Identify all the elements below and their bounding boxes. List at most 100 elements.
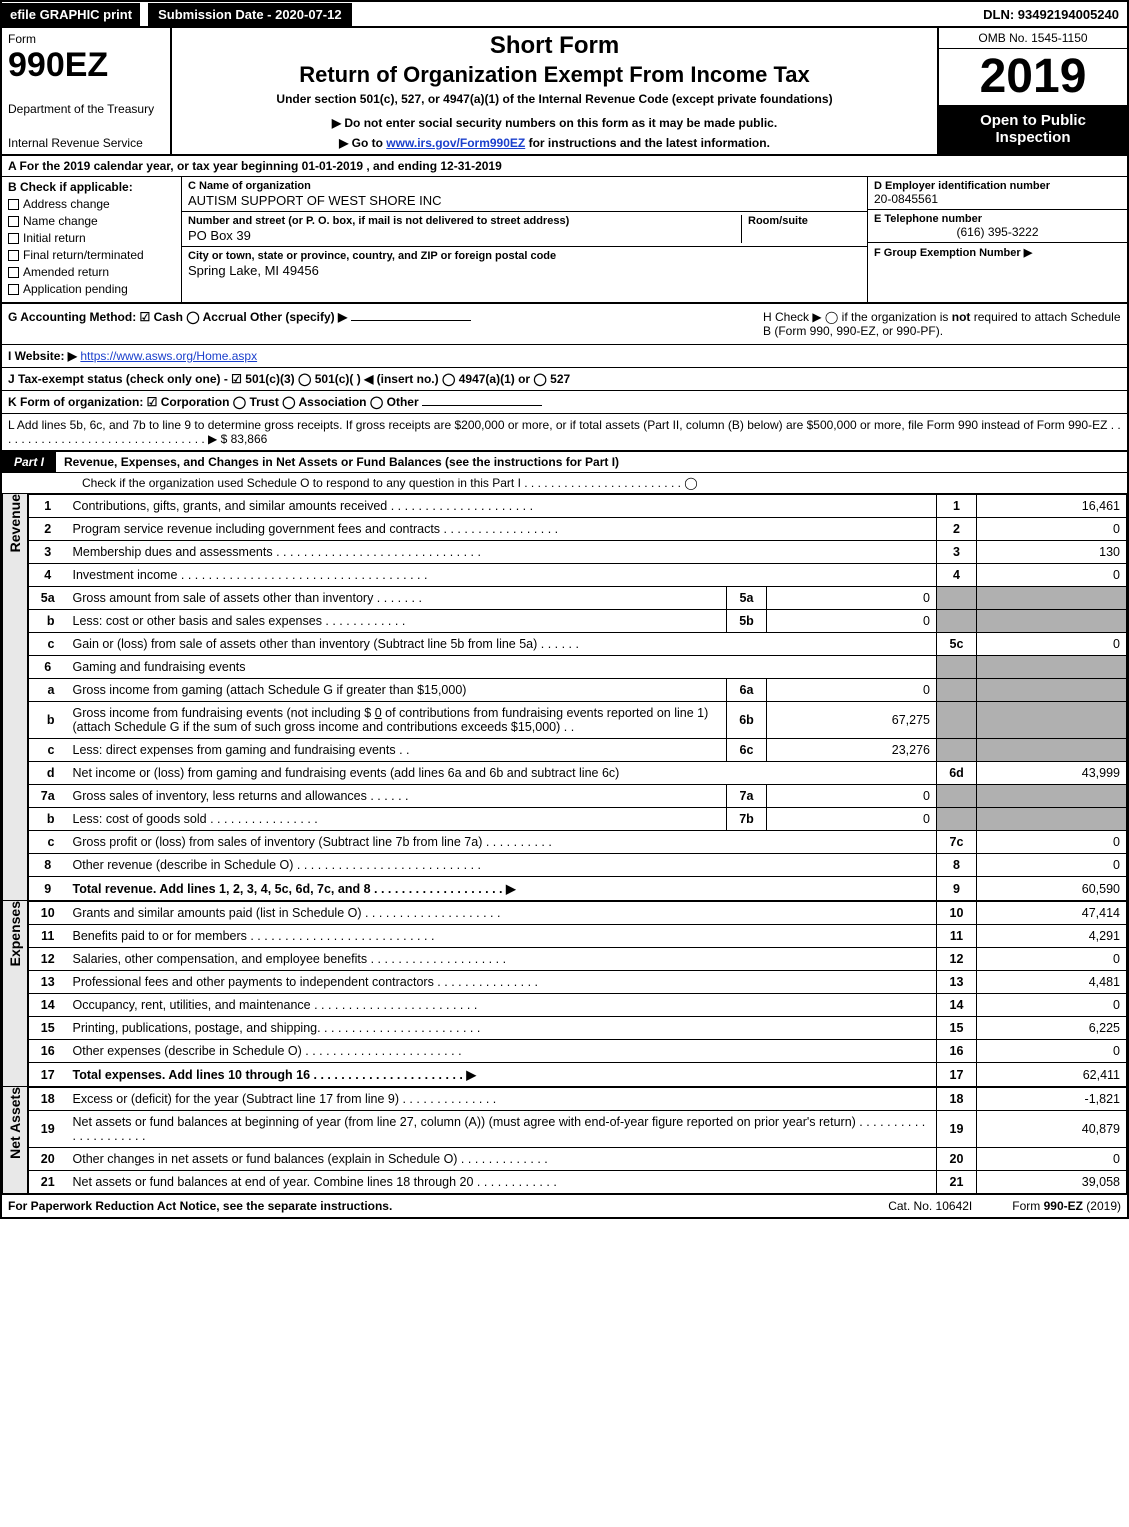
org-city: Spring Lake, MI 49456 [188, 262, 861, 278]
line-9-num: 9 [29, 877, 67, 901]
line-12-num: 12 [29, 948, 67, 971]
b-item-4: Amended return [23, 265, 109, 279]
line-6a-num: a [29, 679, 67, 702]
part1-header: Part I Revenue, Expenses, and Changes in… [2, 452, 1127, 473]
line-5c-box: 5c [937, 633, 977, 656]
line-14-val: 0 [977, 994, 1127, 1017]
ssn-warning: ▶ Do not enter social security numbers o… [180, 116, 929, 130]
open-public-badge: Open to Public Inspection [939, 106, 1127, 154]
line-7a-desc: Gross sales of inventory, less returns a… [67, 785, 727, 808]
line-12-box: 12 [937, 948, 977, 971]
submission-date-badge: Submission Date - 2020-07-12 [148, 3, 352, 26]
irs-link[interactable]: www.irs.gov/Form990EZ [386, 136, 525, 150]
checkbox-final-return[interactable] [8, 250, 19, 261]
b-item-1: Name change [23, 214, 98, 228]
line-9-box: 9 [937, 877, 977, 901]
row-l-gross-receipts: L Add lines 5b, 6c, and 7b to line 9 to … [2, 414, 1127, 450]
part1-schedule-o-check: Check if the organization used Schedule … [2, 473, 1127, 494]
line-21-num: 21 [29, 1171, 67, 1194]
b-item-0: Address change [23, 197, 110, 211]
line-6d-num: d [29, 762, 67, 785]
line-21-desc: Net assets or fund balances at end of ye… [67, 1171, 937, 1194]
line-10-num: 10 [29, 902, 67, 925]
checkbox-amended-return[interactable] [8, 267, 19, 278]
line-17-desc: Total expenses. Add lines 10 through 16 … [67, 1063, 937, 1087]
line-7c-num: c [29, 831, 67, 854]
line-2-num: 2 [29, 518, 67, 541]
line-5b-mid: 5b [727, 610, 767, 633]
line-5a-mid: 5a [727, 587, 767, 610]
line-2-box: 2 [937, 518, 977, 541]
line-15-num: 15 [29, 1017, 67, 1040]
row-k-form-org: K Form of organization: ☑ Corporation ◯ … [2, 391, 1127, 414]
line-5a-desc: Gross amount from sale of assets other t… [67, 587, 727, 610]
line-16-desc: Other expenses (describe in Schedule O) … [67, 1040, 937, 1063]
line-9-desc: Total revenue. Add lines 1, 2, 3, 4, 5c,… [67, 877, 937, 901]
line-6b-mid: 6b [727, 702, 767, 739]
line-6a-mid: 6a [727, 679, 767, 702]
line-8-num: 8 [29, 854, 67, 877]
column-c-name-address: C Name of organization AUTISM SUPPORT OF… [182, 177, 867, 302]
line-9-val: 60,590 [977, 877, 1127, 901]
checkbox-application-pending[interactable] [8, 284, 19, 295]
line-21-val: 39,058 [977, 1171, 1127, 1194]
line-6b-val: 67,275 [767, 702, 937, 739]
line-11-num: 11 [29, 925, 67, 948]
line-1-desc: Contributions, gifts, grants, and simila… [67, 495, 937, 518]
line-5c-num: c [29, 633, 67, 656]
line-16-num: 16 [29, 1040, 67, 1063]
form-label: Form [8, 32, 164, 46]
header-block: Form 990EZ Department of the Treasury In… [2, 28, 1127, 156]
line-19-val: 40,879 [977, 1111, 1127, 1148]
line-10-val: 47,414 [977, 902, 1127, 925]
line-20-val: 0 [977, 1148, 1127, 1171]
line-3-val: 130 [977, 541, 1127, 564]
line-6b-amount: 0 [375, 706, 382, 720]
line-13-box: 13 [937, 971, 977, 994]
line-7b-val: 0 [767, 808, 937, 831]
page-footer: For Paperwork Reduction Act Notice, see … [2, 1194, 1127, 1217]
line-2-desc: Program service revenue including govern… [67, 518, 937, 541]
line-8-box: 8 [937, 854, 977, 877]
line-11-val: 4,291 [977, 925, 1127, 948]
line-6c-mid: 6c [727, 739, 767, 762]
line-7b-desc: Less: cost of goods sold . . . . . . . .… [67, 808, 727, 831]
line-a-tax-year: A For the 2019 calendar year, or tax yea… [2, 156, 1127, 177]
paperwork-notice: For Paperwork Reduction Act Notice, see … [8, 1199, 392, 1213]
form-reference: Form 990-EZ (2019) [1012, 1199, 1121, 1213]
line-4-box: 4 [937, 564, 977, 587]
column-b-checkboxes: B Check if applicable: Address change Na… [2, 177, 182, 302]
room-suite-label: Room/suite [748, 215, 861, 227]
d-ein-label: D Employer identification number [874, 180, 1121, 192]
c-city-label: City or town, state or province, country… [188, 250, 861, 262]
line-20-num: 20 [29, 1148, 67, 1171]
line-7b-mid: 7b [727, 808, 767, 831]
line-7c-val: 0 [977, 831, 1127, 854]
line-14-box: 14 [937, 994, 977, 1017]
line-7a-mid: 7a [727, 785, 767, 808]
line-18-box: 18 [937, 1088, 977, 1111]
line-5b-val: 0 [767, 610, 937, 633]
line-19-num: 19 [29, 1111, 67, 1148]
row-i-website: I Website: ▶ https://www.asws.org/Home.a… [2, 345, 1127, 368]
expenses-section: Expenses 10Grants and similar amounts pa… [2, 901, 1127, 1087]
c-addr-label: Number and street (or P. O. box, if mail… [188, 215, 741, 227]
website-link[interactable]: https://www.asws.org/Home.aspx [80, 349, 257, 363]
dept-treasury: Department of the Treasury [8, 102, 164, 116]
header-left: Form 990EZ Department of the Treasury In… [2, 28, 172, 154]
f-group-exemption-label: F Group Exemption Number ▶ [874, 246, 1121, 259]
line-2-val: 0 [977, 518, 1127, 541]
line-8-val: 0 [977, 854, 1127, 877]
goto-note: ▶ Go to www.irs.gov/Form990EZ for instru… [180, 136, 929, 150]
line-10-box: 10 [937, 902, 977, 925]
checkbox-name-change[interactable] [8, 216, 19, 227]
part1-badge: Part I [2, 452, 56, 472]
top-bar: efile GRAPHIC print Submission Date - 20… [2, 2, 1127, 28]
checkbox-initial-return[interactable] [8, 233, 19, 244]
return-title: Return of Organization Exempt From Incom… [180, 62, 929, 88]
checkbox-address-change[interactable] [8, 199, 19, 210]
revenue-table: 1Contributions, gifts, grants, and simil… [28, 494, 1127, 901]
line-17-val: 62,411 [977, 1063, 1127, 1087]
line-13-val: 4,481 [977, 971, 1127, 994]
line-6d-box: 6d [937, 762, 977, 785]
